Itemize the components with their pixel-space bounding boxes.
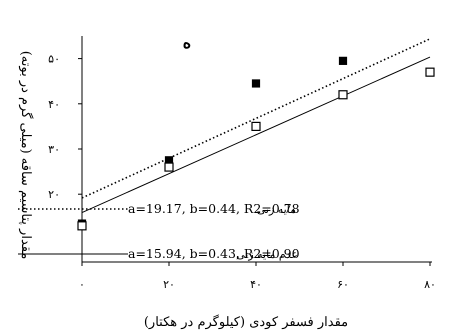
y-tick-label: ۵٠ [48,53,60,66]
data-point-series-2 [164,162,174,172]
x-tick-label: ٨٠ [424,278,436,291]
data-point-series-2 [338,90,348,100]
data-points [77,56,435,231]
fit-lines [81,38,431,214]
data-point-series-2 [251,121,261,132]
fit-line-series-1 [81,38,431,199]
data-point-series-2 [77,221,87,231]
y-tick-label: ٣٠ [48,143,60,156]
x-axis-title: مقدار فسفر کودی (کیلوگرم در هکتار) [144,314,348,330]
y-axis-title: مقدار پتاسیم ساقه (میلی گرم در بوته) [18,51,34,260]
x-tick-label: ۶٠ [337,278,349,291]
series-1-name: مایه زنی [257,203,296,216]
series-2-name: عدم مایه زنی [236,248,298,261]
data-point-series-2 [425,67,435,77]
legend-lines [18,208,128,255]
panel-label: ه [183,33,191,52]
y-tick-label: ۴٠ [48,98,60,111]
fit-line-series-2 [81,56,431,214]
axes [81,36,432,263]
ticks: ٠ ٢٠ ۴٠ ۶٠ ٨٠ ٢٠ ٣٠ ۴٠ ۵٠ [48,53,436,291]
series-2-annotation: a=15.94, b=0.43, R2=0.90 [128,246,300,261]
x-tick-label: ٠ [79,278,85,291]
x-tick-label: ۴٠ [250,278,262,291]
data-point-series-1 [251,79,261,88]
data-point-series-1 [338,56,348,65]
x-tick-label: ٢٠ [163,278,175,291]
series-1-annotation: a=19.17, b=0.44, R2=0.78 [128,201,300,216]
y-tick-label: ٢٠ [48,188,60,201]
